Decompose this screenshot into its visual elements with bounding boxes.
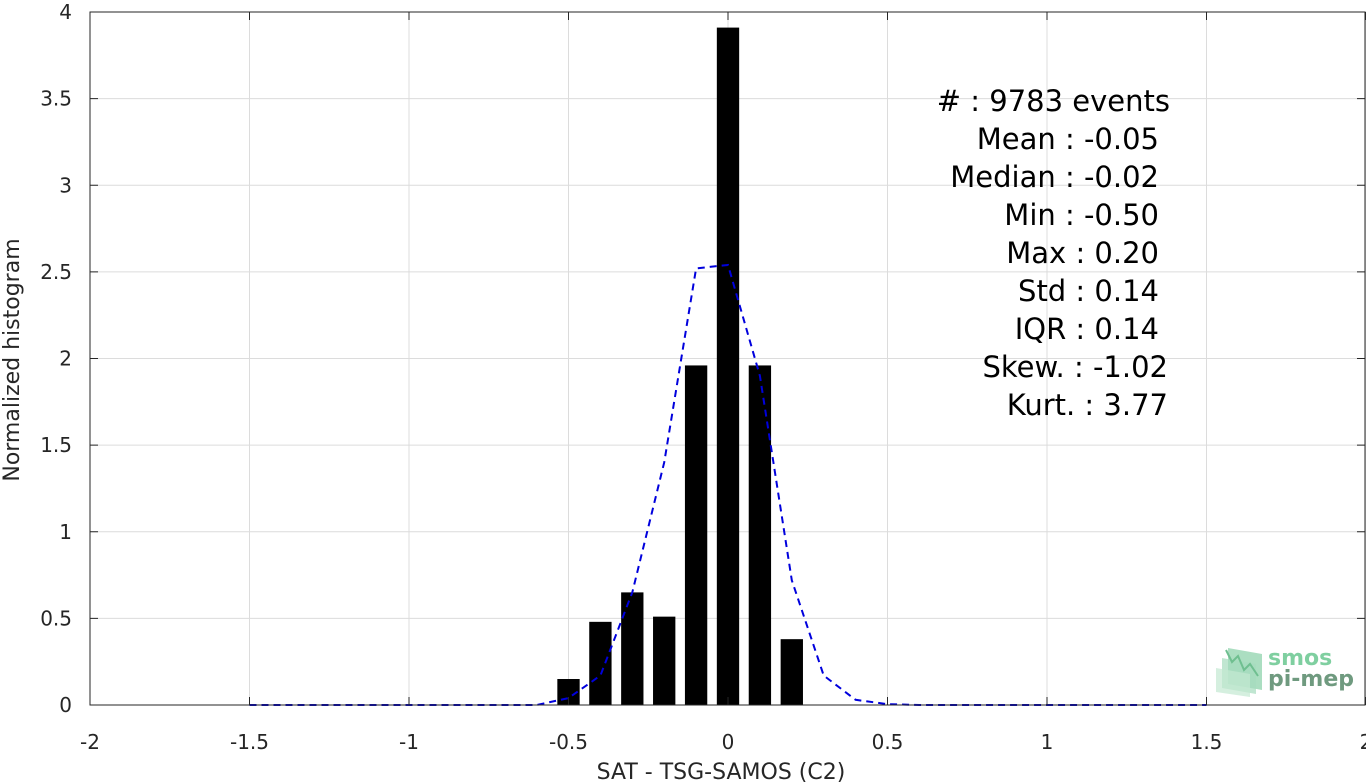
stat-events: # : 9783 events [937, 84, 1170, 118]
stat-max: Max : 0.20 [1006, 236, 1159, 270]
x-tick-label: 0.5 [872, 730, 904, 754]
x-tick-label: -1.5 [230, 730, 269, 754]
x-tick-label: 2 [1360, 730, 1366, 754]
y-tick-label: 1 [59, 520, 72, 544]
stat-kurt: Kurt. : 3.77 [1007, 388, 1168, 422]
histogram-bar [684, 365, 708, 705]
y-tick-label: 2 [59, 347, 72, 371]
stat-iqr: IQR : 0.14 [1015, 312, 1159, 346]
histogram-bar [780, 639, 803, 705]
x-axis-title: SAT - TSG-SAMOS (C2) [597, 760, 846, 784]
logo-text-smos: smos [1268, 646, 1332, 671]
histogram-bar [589, 621, 612, 705]
logo-text-pimep: pi-mep [1268, 667, 1354, 692]
x-tick-label: 0 [722, 730, 735, 754]
x-tick-labels: -2 -1.5 -1 -0.5 0 0.5 1 1.5 2 [80, 730, 1366, 754]
stat-std: Std : 0.14 [1018, 274, 1159, 308]
histogram-bar [621, 592, 644, 705]
x-tick-label: -1 [399, 730, 419, 754]
stat-min: Min : -0.50 [1004, 198, 1159, 232]
y-tick-label: 3.5 [40, 87, 72, 111]
y-tick-label: 4 [59, 0, 72, 24]
x-tick-label: -2 [80, 730, 100, 754]
x-tick-label: 1.5 [1191, 730, 1223, 754]
stat-mean: Mean : -0.05 [977, 122, 1159, 156]
logo-mark-icon [1216, 648, 1262, 697]
bars [557, 27, 803, 705]
histogram-bar [716, 27, 740, 705]
y-tick-label: 2.5 [40, 260, 72, 284]
y-tick-label: 3 [59, 173, 72, 197]
y-tick-labels: 0 0.5 1 1.5 2 2.5 3 3.5 4 [40, 0, 72, 717]
statistics-block: # : 9783 events Mean : -0.05 Median : -0… [937, 84, 1170, 422]
ticks [89, 11, 1366, 706]
y-tick-label: 0 [59, 693, 72, 717]
y-tick-label: 1.5 [40, 433, 72, 457]
y-tick-label: 0.5 [40, 606, 72, 630]
smos-pimep-logo: smos pi-mep [1216, 646, 1354, 697]
stat-median: Median : -0.02 [950, 160, 1159, 194]
x-tick-label: 1 [1041, 730, 1054, 754]
histogram-bar [653, 616, 676, 705]
stat-skew: Skew. : -1.02 [982, 350, 1168, 384]
x-tick-label: -0.5 [549, 730, 588, 754]
histogram-bar [748, 365, 772, 705]
y-axis-title: Normalized histogram [0, 238, 25, 481]
